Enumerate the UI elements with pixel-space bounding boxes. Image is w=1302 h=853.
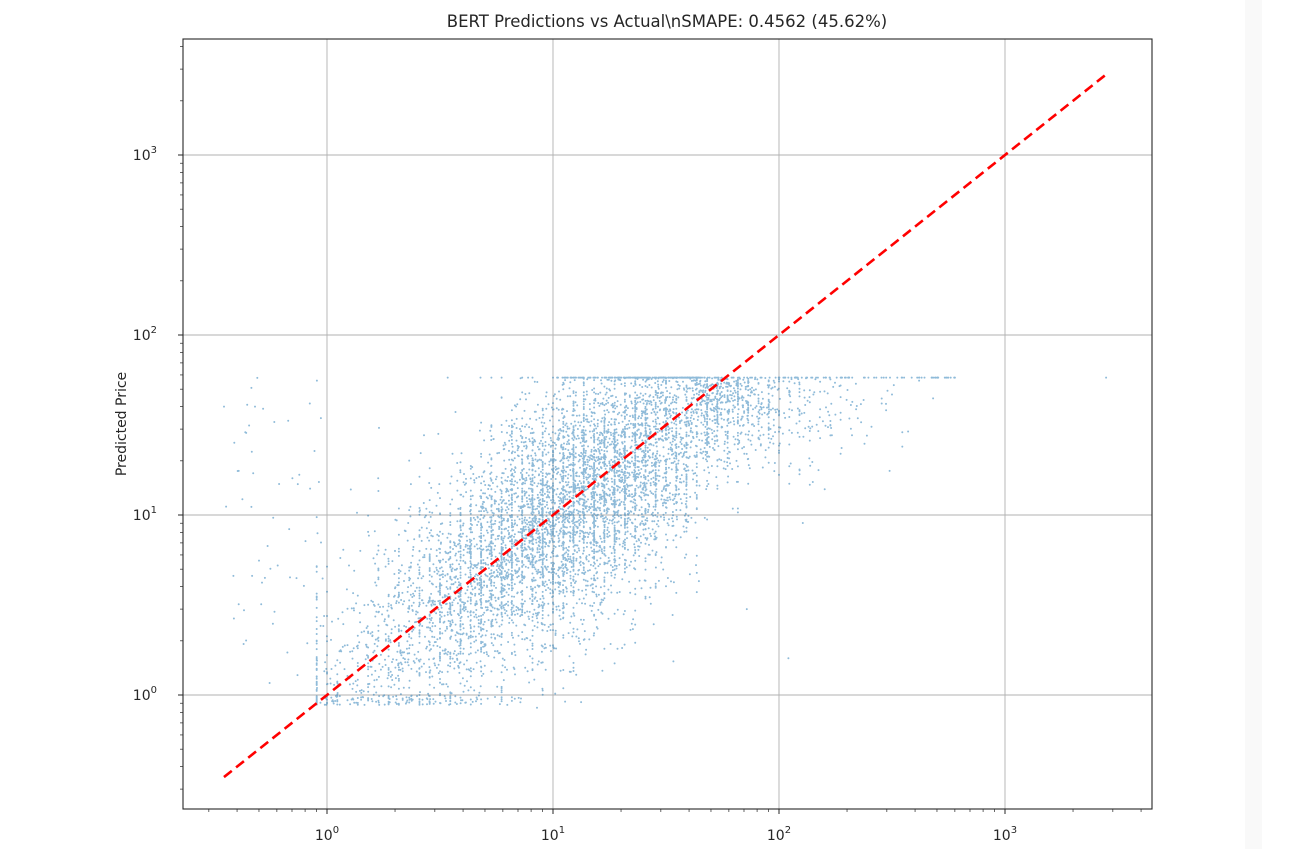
x-tick-label-1: 100 [315, 825, 339, 844]
chart-title: BERT Predictions vs Actual\nSMAPE: 0.456… [447, 12, 887, 31]
x-tick-label-1000: 103 [993, 825, 1017, 844]
x-tick-label-10: 101 [541, 825, 565, 844]
x-axis-ticks [208, 809, 1142, 814]
y-tick-label-100: 102 [133, 325, 157, 344]
x-axis-tick-labels: 100 101 102 103 [315, 825, 1017, 844]
y-tick-label-1: 100 [133, 685, 157, 704]
y-axis-tick-labels: 100 101 102 103 [133, 145, 157, 704]
y-tick-label-1000: 103 [133, 145, 157, 164]
x-tick-label-100: 102 [767, 825, 791, 844]
perfect-prediction-line [223, 73, 1107, 779]
y-axis-ticks [178, 46, 183, 790]
plot-area-frame [182, 38, 1153, 810]
y-axis-label: Predicted Price [114, 372, 130, 476]
y-tick-label-10: 101 [133, 505, 157, 524]
scrollbar-track[interactable] [1245, 0, 1262, 849]
grid-lines [183, 39, 1152, 809]
